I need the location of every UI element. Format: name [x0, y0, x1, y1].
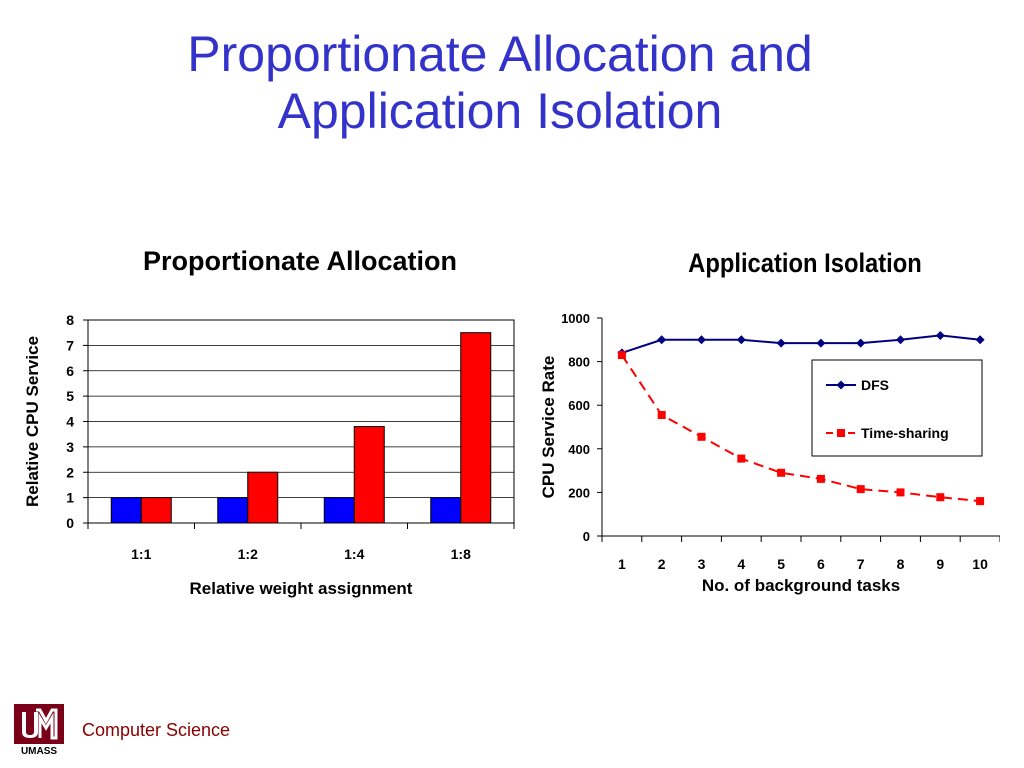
series-line: [621, 334, 981, 354]
bar: [353, 426, 385, 524]
slide-title: Proportionate Allocation and Application…: [0, 26, 1000, 140]
y-tick-label: 400: [568, 442, 590, 457]
bar: [430, 497, 462, 524]
x-tick-label: 6: [817, 556, 825, 572]
y-tick-label: 0: [583, 529, 590, 544]
x-tick-label: 1:8: [451, 546, 471, 562]
data-point: [617, 351, 626, 360]
footer: UMASS Computer Science: [14, 704, 230, 757]
bar: [217, 497, 249, 524]
legend: DFS Time-sharing: [811, 359, 983, 457]
x-tick-label: 10: [972, 556, 988, 572]
y-tick-label: 800: [568, 355, 590, 370]
data-point: [896, 335, 905, 345]
data-point: [976, 497, 985, 506]
data-point: [816, 338, 826, 348]
slide-title-line-1: Proportionate Allocation and: [187, 26, 813, 82]
y-tick-label: 0: [66, 515, 74, 531]
y-tick-label: 5: [66, 388, 74, 404]
data-point: [697, 335, 706, 345]
bar-chart-title: Proportionate Allocation: [142, 246, 457, 276]
x-tick-label: 1:4: [344, 546, 364, 562]
legend-marker: [837, 429, 845, 437]
logo-text: UMASS: [21, 746, 57, 756]
x-tick-label: 7: [857, 556, 865, 572]
y-tick-label: 4: [66, 414, 74, 430]
x-axis-label: Relative weight assignment: [190, 579, 413, 598]
y-tick-label: 200: [568, 485, 590, 500]
data-point: [936, 493, 945, 502]
y-tick-label: 1000: [561, 311, 590, 326]
umass-logo-icon: UMASS: [14, 704, 64, 757]
y-tick-label: 1: [66, 490, 74, 506]
legend-box: [811, 359, 983, 457]
data-point: [657, 335, 667, 345]
bar: [110, 497, 142, 524]
data-point: [736, 335, 746, 345]
bar: [323, 497, 355, 524]
bar-chart: 0 1 2 3 4 5 6 7 8 1:1 1:2 1:4 1:8 Relative weight ass…: [23, 312, 515, 598]
data-point: [697, 432, 706, 441]
data-point: [777, 468, 786, 477]
bar: [140, 497, 172, 524]
y-tick-label: 600: [568, 398, 590, 413]
y-tick-label: 7: [66, 337, 74, 353]
line-chart: 0 200 400 600 800 1000 1 2 3 4 5 6 7 8 9 10 DFS Time-shar…: [539, 311, 1000, 595]
footer-text: Computer Science: [82, 720, 231, 740]
x-tick-label: 3: [698, 556, 706, 572]
data-point: [657, 411, 666, 420]
y-tick-label: 3: [66, 439, 74, 455]
bar: [247, 471, 279, 524]
x-tick-label: 2: [658, 556, 666, 572]
series-line: [621, 354, 981, 503]
legend-label: Time-sharing: [861, 425, 949, 441]
x-tick-label: 8: [897, 556, 905, 572]
x-tick-label: 5: [777, 556, 785, 572]
y-axis-label: CPU Service Rate: [539, 356, 558, 499]
line-chart-title: Application Isolation: [688, 248, 922, 278]
bar: [460, 332, 492, 524]
data-point: [816, 474, 825, 483]
data-point: [856, 338, 866, 348]
y-axis-label: Relative CPU Service: [23, 336, 42, 507]
data-point: [776, 338, 786, 348]
x-tick-label: 4: [737, 556, 745, 572]
y-tick-label: 6: [66, 363, 74, 379]
y-tick-label: 8: [66, 312, 74, 328]
data-point: [856, 485, 865, 494]
data-point: [896, 488, 905, 497]
legend-label: DFS: [861, 377, 889, 393]
slide-title-line-2: Application Isolation: [277, 83, 723, 139]
x-tick-label: 9: [936, 556, 944, 572]
data-point: [975, 335, 985, 345]
x-tick-label: 1: [618, 556, 626, 572]
data-point: [737, 454, 746, 463]
x-tick-label: 1:1: [131, 546, 151, 562]
data-point: [935, 330, 945, 340]
legend-marker: [836, 380, 846, 390]
y-tick-label: 2: [66, 464, 74, 480]
x-axis-label: No. of background tasks: [702, 576, 900, 595]
x-tick-label: 1:2: [238, 546, 258, 562]
